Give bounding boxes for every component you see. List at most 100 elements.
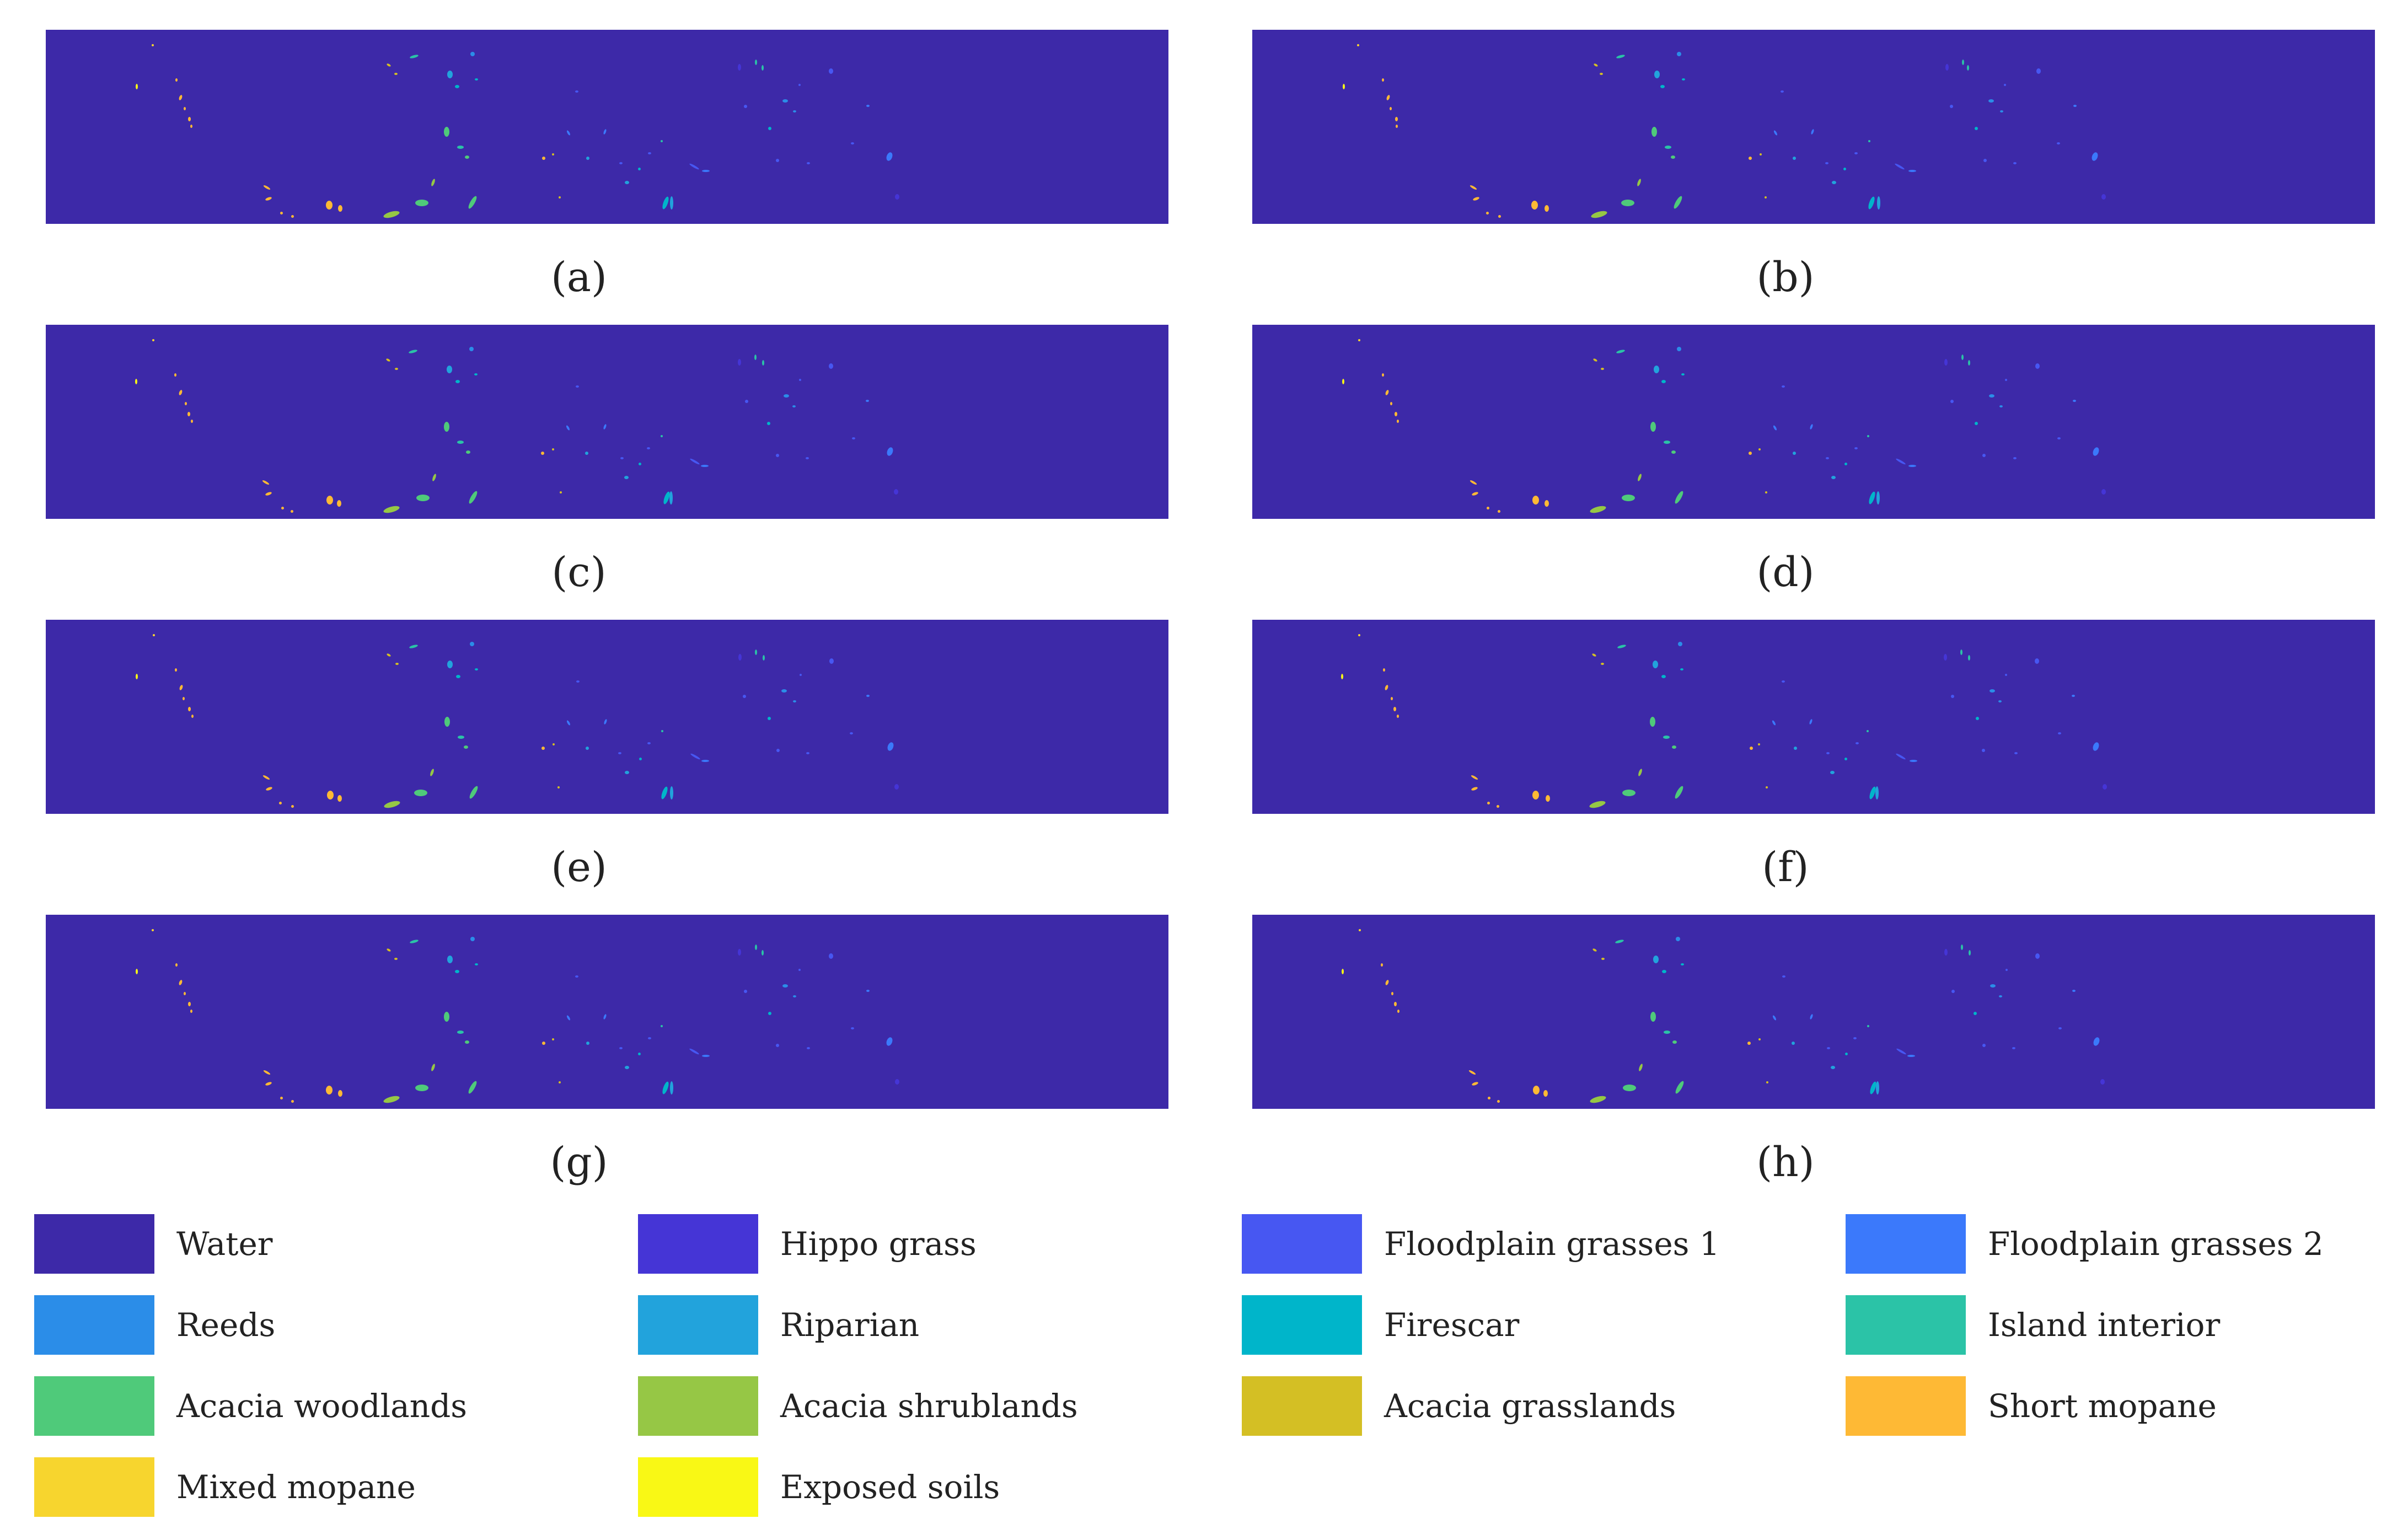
- class-patch: [1772, 720, 1776, 726]
- class-patch: [1654, 71, 1660, 78]
- class-patch: [1677, 347, 1681, 351]
- class-patch: [1681, 373, 1685, 375]
- class-patch: [475, 668, 478, 670]
- class-patch: [1962, 60, 1964, 65]
- class-patch: [2014, 752, 2018, 754]
- class-patch: [2035, 658, 2039, 664]
- class-patch: [1961, 355, 1964, 360]
- class-patch: [1617, 645, 1626, 648]
- class-patch: [755, 650, 757, 655]
- class-patch: [1951, 990, 1955, 993]
- class-patch: [1653, 661, 1658, 668]
- class-patch: [738, 949, 741, 956]
- class-patch: [793, 110, 796, 112]
- class-patch: [1638, 474, 1642, 481]
- map-patches: [136, 634, 899, 808]
- class-patch: [745, 400, 748, 403]
- legend-swatch: [1846, 1376, 1966, 1436]
- class-patch: [262, 480, 270, 485]
- class-patch: [387, 63, 391, 67]
- class-patch: [661, 786, 668, 799]
- class-patch: [793, 995, 796, 997]
- class-patch: [755, 60, 757, 65]
- legend-label: Floodplain grasses 2: [1988, 1225, 2324, 1263]
- class-patch: [2057, 437, 2061, 439]
- class-patch: [866, 695, 870, 697]
- class-patch: [387, 653, 391, 657]
- class-patch: [152, 44, 154, 46]
- class-patch: [894, 784, 899, 790]
- class-patch: [566, 720, 571, 726]
- class-patch: [135, 379, 137, 384]
- class-patch: [1825, 162, 1828, 164]
- class-patch: [265, 1082, 272, 1086]
- class-patch: [1589, 801, 1606, 808]
- class-patch: [1950, 105, 1953, 108]
- class-patch: [639, 463, 641, 465]
- class-patch: [1390, 107, 1392, 110]
- class-patch: [552, 153, 554, 155]
- class-patch: [1982, 749, 1985, 752]
- class-patch: [1826, 457, 1829, 459]
- class-patch: [559, 196, 561, 198]
- class-patch: [1616, 350, 1625, 353]
- class-patch: [1974, 1012, 1977, 1015]
- class-patch: [1945, 64, 1949, 71]
- class-patch: [661, 435, 663, 437]
- class-patch: [1545, 500, 1549, 507]
- class-patch: [1593, 358, 1597, 362]
- class-patch: [457, 441, 464, 444]
- class-patch: [762, 65, 764, 71]
- class-patch: [1498, 510, 1500, 513]
- class-patch: [575, 90, 578, 93]
- class-patch: [1961, 945, 1963, 950]
- class-patch: [457, 1031, 464, 1034]
- class-patch: [2035, 953, 2040, 959]
- class-patch: [1868, 196, 1875, 210]
- class-patch: [1470, 185, 1477, 190]
- class-patch: [784, 394, 789, 398]
- class-patch: [1545, 205, 1549, 212]
- class-patch: [638, 168, 641, 170]
- class-patch: [702, 1055, 710, 1057]
- class-patch: [701, 760, 709, 762]
- class-patch: [2005, 674, 2007, 676]
- class-patch: [754, 355, 757, 360]
- class-patch: [179, 980, 183, 985]
- class-patch: [1944, 949, 1948, 956]
- class-patch: [175, 78, 178, 82]
- class-patch: [1671, 450, 1676, 454]
- class-patch: [1765, 491, 1767, 493]
- class-patch: [469, 491, 478, 504]
- class-patch: [782, 984, 788, 988]
- class-patch: [188, 117, 191, 121]
- class-patch: [1357, 44, 1359, 46]
- class-patch: [1831, 1066, 1835, 1069]
- class-patch: [1343, 84, 1345, 89]
- class-patch: [444, 1012, 449, 1022]
- legend-swatch: [34, 1376, 154, 1436]
- class-patch: [701, 465, 709, 467]
- class-patch: [1830, 771, 1835, 774]
- class-patch: [430, 769, 434, 776]
- class-patch: [2092, 152, 2098, 161]
- legend-label: Water: [176, 1225, 273, 1263]
- class-patch: [152, 929, 154, 931]
- class-patch: [762, 950, 764, 956]
- class-patch: [1895, 163, 1905, 170]
- class-patch: [648, 152, 651, 154]
- class-patch: [669, 491, 673, 505]
- class-patch: [444, 127, 449, 137]
- class-patch: [782, 99, 788, 103]
- class-patch: [1638, 769, 1642, 776]
- class-patch: [690, 753, 700, 760]
- map-panel-h: [1252, 915, 2375, 1109]
- class-patch: [431, 179, 435, 186]
- class-patch: [291, 1100, 294, 1103]
- class-patch: [1497, 1100, 1500, 1103]
- class-patch: [1868, 140, 1870, 142]
- class-patch: [327, 791, 334, 799]
- class-patch: [1342, 969, 1344, 974]
- class-patch: [781, 689, 787, 693]
- class-patch: [1385, 685, 1388, 690]
